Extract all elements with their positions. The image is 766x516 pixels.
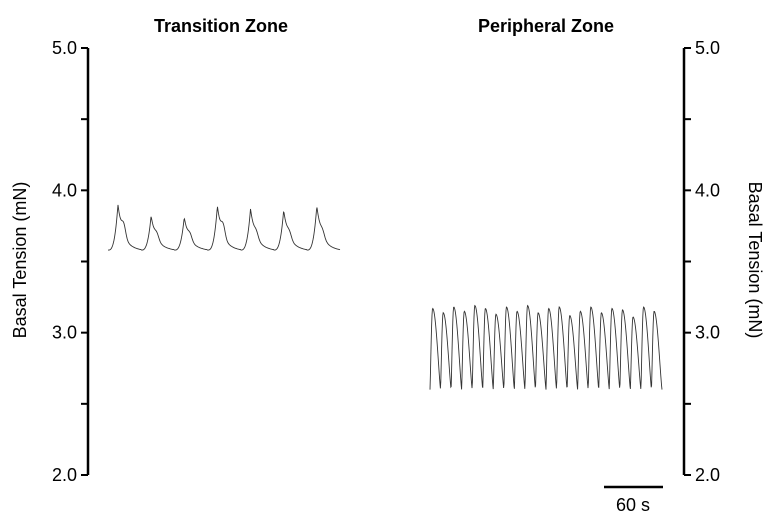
- right-y-tick-label: 2.0: [695, 465, 720, 485]
- left-y-tick-label: 5.0: [52, 38, 77, 58]
- left-y-tick-label: 2.0: [52, 465, 77, 485]
- right-y-tick-label: 4.0: [695, 180, 720, 200]
- peripheral-zone-title: Peripheral Zone: [478, 16, 614, 36]
- right-y-axis: 2.0 3.0 4.0 5.0: [682, 38, 720, 485]
- left-y-axis: 2.0 3.0 4.0 5.0: [52, 38, 90, 485]
- left-y-axis-label: Basal Tension (mN): [10, 182, 30, 339]
- right-y-tick-label: 5.0: [695, 38, 720, 58]
- left-y-tick-label: 4.0: [52, 180, 77, 200]
- right-y-tick-label: 3.0: [695, 323, 720, 343]
- left-y-tick-label: 3.0: [52, 323, 77, 343]
- right-y-axis-label: Basal Tension (mN): [745, 182, 765, 339]
- transition-zone-trace: [108, 204, 341, 251]
- time-scale-bar-label: 60 s: [616, 495, 650, 515]
- peripheral-zone-trace: [429, 304, 663, 390]
- transition-zone-title: Transition Zone: [154, 16, 288, 36]
